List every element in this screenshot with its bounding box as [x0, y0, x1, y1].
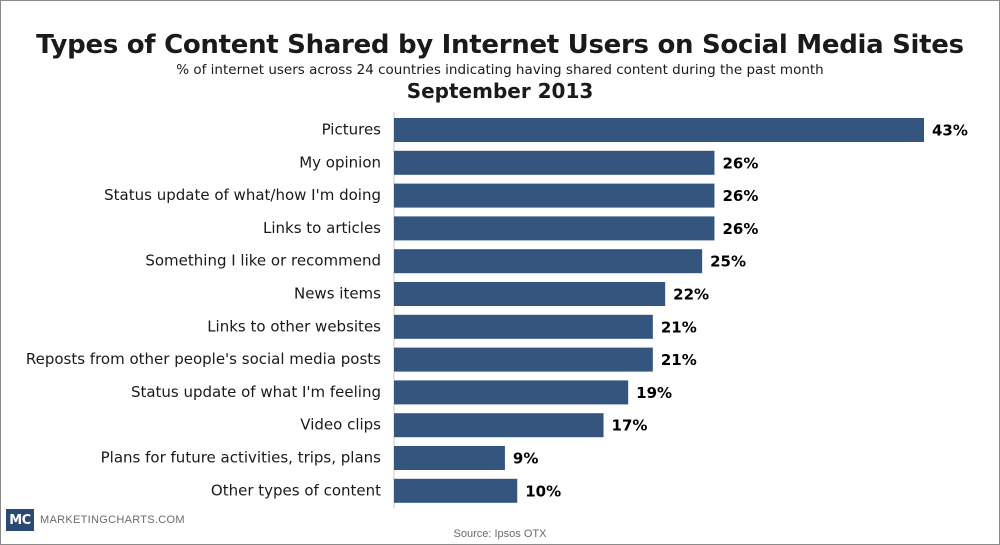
- category-label: Other types of content: [211, 481, 381, 499]
- category-label: Links to articles: [263, 219, 381, 237]
- value-label: 21%: [661, 351, 697, 369]
- value-label: 25%: [710, 253, 746, 271]
- bar: [394, 249, 703, 274]
- value-label: 19%: [636, 384, 672, 402]
- value-label: 26%: [722, 187, 758, 205]
- chart-subtitle: % of internet users across 24 countries …: [176, 62, 824, 78]
- bar: [394, 347, 653, 372]
- source-note: Source: Ipsos OTX: [453, 528, 547, 540]
- mc-logo-icon: MC: [6, 509, 34, 531]
- value-label: 26%: [722, 220, 758, 238]
- category-label: Pictures: [322, 121, 382, 139]
- bar: [394, 413, 604, 438]
- value-label: 17%: [612, 417, 648, 435]
- category-label: News items: [294, 285, 381, 303]
- category-label: My opinion: [299, 153, 381, 171]
- brand-name: MARKETINGCHARTS.COM: [40, 514, 185, 526]
- bar: [394, 282, 666, 306]
- bar: [394, 150, 715, 175]
- chart-title: Types of Content Shared by Internet User…: [36, 30, 964, 60]
- chart-period: September 2013: [406, 79, 594, 103]
- bar: [394, 216, 715, 241]
- brand-footer: MC MARKETINGCHARTS.COM: [6, 509, 185, 531]
- bar: [394, 446, 505, 470]
- value-label: 43%: [932, 122, 968, 140]
- category-label: Reposts from other people's social media…: [26, 350, 381, 368]
- bar: [394, 183, 715, 208]
- value-label: 22%: [673, 286, 709, 304]
- value-label: 26%: [722, 154, 758, 172]
- category-label: Plans for future activities, trips, plan…: [101, 449, 382, 467]
- bar: [394, 118, 924, 142]
- bar: [394, 314, 653, 339]
- value-label: 10%: [525, 482, 561, 500]
- bar: [394, 478, 518, 503]
- category-label: Status update of what/how I'm doing: [104, 186, 381, 204]
- category-label: Links to other websites: [207, 317, 381, 335]
- category-label: Status update of what I'm feeling: [131, 383, 381, 401]
- value-label: 9%: [513, 450, 538, 468]
- value-label: 21%: [661, 318, 697, 336]
- category-label: Something I like or recommend: [145, 252, 381, 270]
- bar: [394, 380, 629, 405]
- category-label: Video clips: [300, 416, 381, 434]
